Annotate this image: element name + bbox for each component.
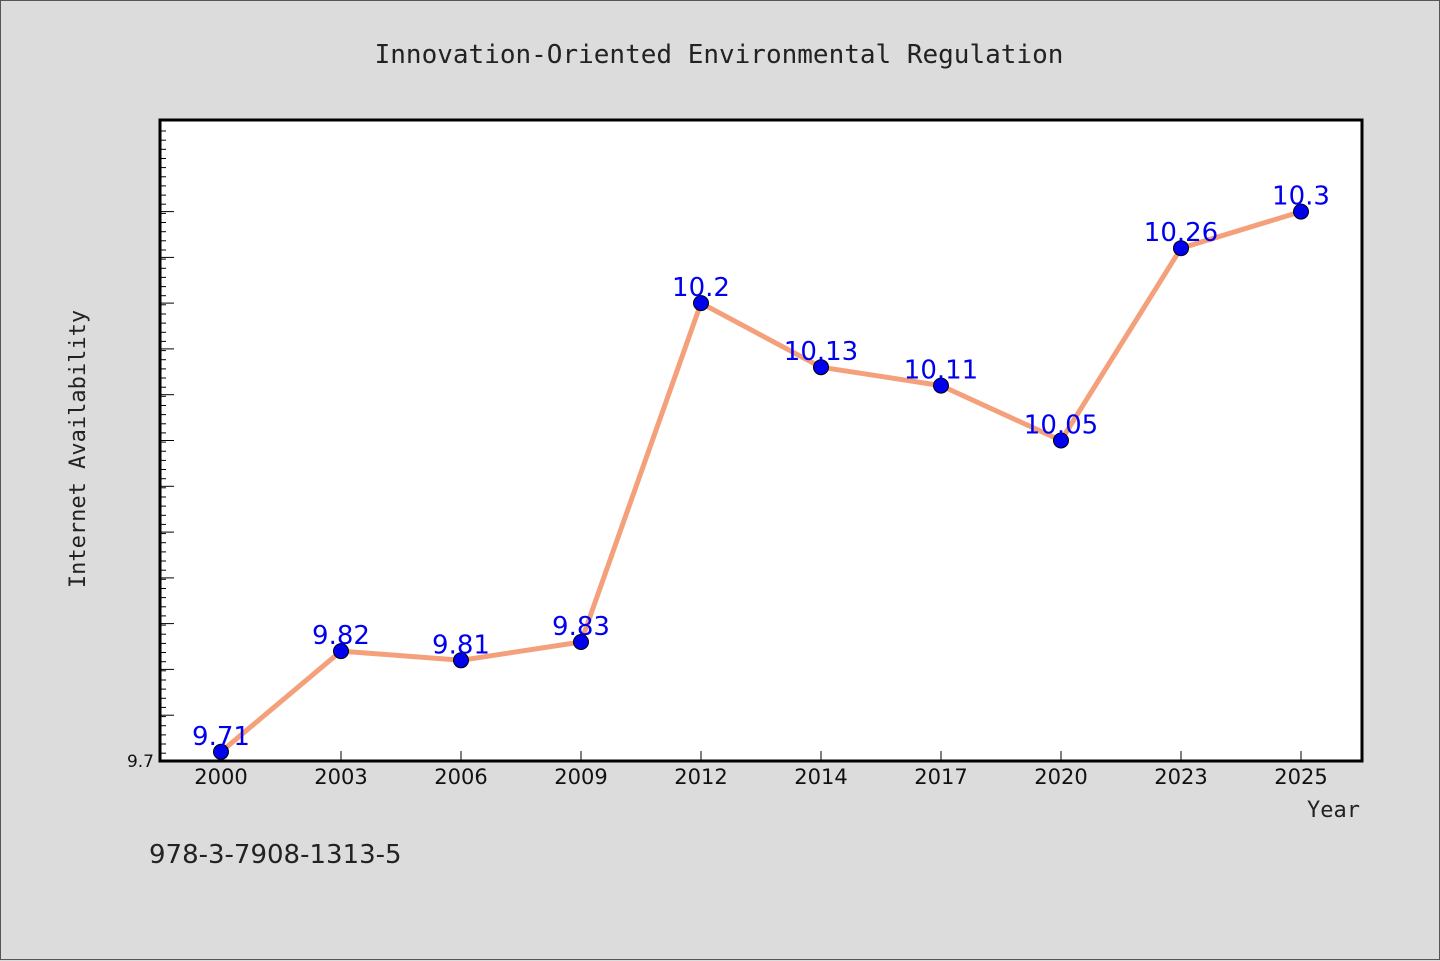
x-axis-ticks: 2000 2003 2006 2009 2012 2014 2017 2020 2023 2025 [194,751,1328,789]
data-point [453,652,469,669]
data-label: 9.83 [552,612,610,642]
data-label: 10.05 [1024,411,1098,441]
x-tick-label: 2017 [914,765,967,789]
data-point [213,743,229,760]
data-label: 9.71 [192,722,250,752]
x-tick-label: 2000 [194,765,247,789]
plot-area [158,118,1364,763]
data-point [933,377,949,394]
data-point [573,634,589,650]
series-layer [213,203,1309,760]
data-label: 10.11 [904,356,978,386]
series-line [218,209,1304,755]
data-point [1173,240,1189,257]
x-tick-label: 2025 [1274,765,1327,789]
data-point [1053,432,1069,449]
data-label: 9.81 [432,630,490,660]
data-label: 10.26 [1144,218,1218,248]
x-tick-label: 2014 [794,765,847,789]
x-tick-label: 2003 [314,765,367,789]
x-tick-label: 2009 [554,765,607,789]
x-axis-label: Year [1307,798,1360,823]
isbn-text: 978-3-7908-1313-5 [149,840,402,870]
chart-title: Innovation-Oriented Environmental Regula… [375,40,1064,70]
data-point [1293,203,1309,220]
y-tick-label: 9.7 [127,752,154,772]
data-label: 9.82 [312,621,370,651]
data-label: 10.3 [1272,182,1330,212]
x-tick-label: 2006 [434,765,487,789]
data-point [813,359,829,376]
y-axis-label: Internet Availability [66,310,91,588]
x-tick-label: 2023 [1154,765,1207,789]
data-labels-layer: 9.71 9.82 9.81 9.83 10.2 10.13 10.11 10.05 10.26… [192,182,1330,752]
data-label: 10.13 [784,337,858,367]
data-point [333,643,349,660]
data-label: 10.2 [672,273,730,303]
x-tick-label: 2020 [1034,765,1087,789]
data-point [693,295,709,312]
y-axis-ticks: 9.7 [127,130,174,772]
x-tick-label: 2012 [674,765,727,789]
